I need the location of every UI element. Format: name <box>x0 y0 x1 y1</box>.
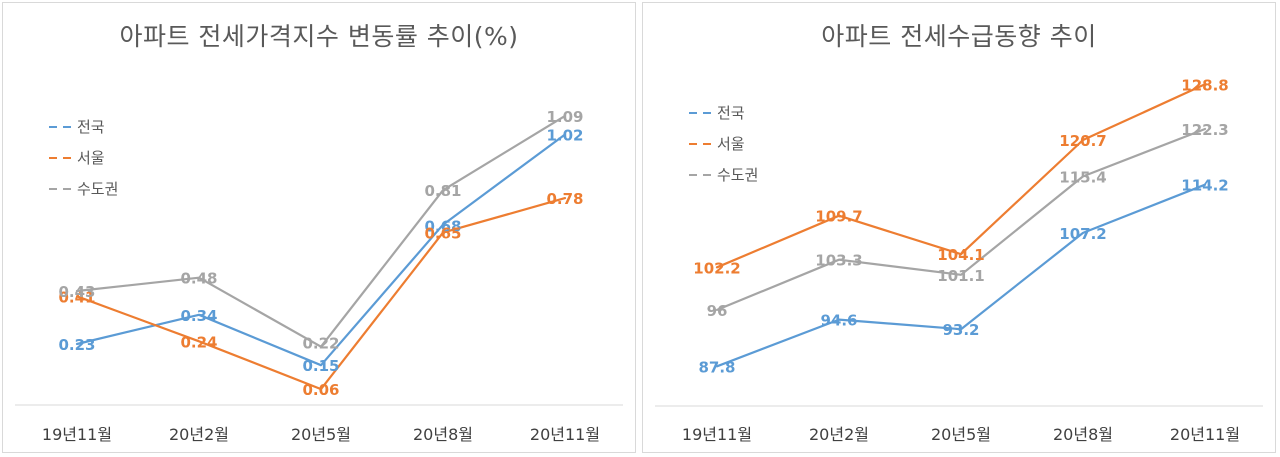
series-line-national <box>715 183 1207 368</box>
chart-title: 아파트 전세가격지수 변동률 추이(%) <box>119 22 519 51</box>
legend-key-national <box>49 125 75 128</box>
data-label-national: 0.23 <box>58 336 95 354</box>
legend-key-capital-area <box>689 173 715 176</box>
data-label-capital-area: 96 <box>707 302 728 320</box>
legend-key-seoul <box>689 142 715 145</box>
chart-legend: 전국 서울 수도권 <box>689 97 758 190</box>
data-label-capital-area: 1.09 <box>546 108 583 126</box>
data-label-seoul: 102.2 <box>693 259 740 277</box>
legend-label: 수도권 <box>77 180 119 198</box>
legend-label: 전국 <box>717 104 745 122</box>
data-label-seoul: 120.7 <box>1059 132 1106 150</box>
legend-item-seoul: 서울 <box>49 142 118 173</box>
data-label-seoul: 0.65 <box>424 225 461 243</box>
data-label-national: 114.2 <box>1181 177 1228 195</box>
series-line-seoul <box>75 197 567 391</box>
data-label-capital-area: 103.3 <box>815 252 862 270</box>
x-tick-label: 20년8월 <box>1053 425 1113 444</box>
line-chart-plot: 19년11월 20년2월 20년5월 20년8월 20년11월 87.8 94.6 93.2 1… <box>655 76 1263 444</box>
data-label-seoul: 0.06 <box>302 381 339 399</box>
legend-label: 수도권 <box>717 166 759 184</box>
legend-item-national: 전국 <box>49 111 118 142</box>
series-line-capital-area <box>715 127 1207 311</box>
data-label-national: 0.15 <box>302 357 339 375</box>
data-label-capital-area: 0.48 <box>180 270 217 288</box>
x-tick-label: 20년2월 <box>169 425 229 444</box>
data-label-seoul: 0.24 <box>180 333 217 351</box>
series-line-seoul <box>715 83 1207 269</box>
chart-title: 아파트 전세수급동향 추이 <box>821 22 1097 51</box>
chart-panel-jeonse-supply-demand: 아파트 전세수급동향 추이 전국 서울 수도권 19년11월 20년2월 20년5월… <box>642 2 1276 453</box>
data-label-national: 93.2 <box>942 321 979 339</box>
x-tick-label: 19년11월 <box>42 425 112 444</box>
data-label-seoul: 109.7 <box>815 208 862 226</box>
data-label-national: 0.68 <box>424 218 461 236</box>
legend-item-capital-area: 수도권 <box>689 159 758 190</box>
x-tick-label: 20년11월 <box>1170 425 1240 444</box>
data-label-seoul: 0.41 <box>58 288 95 306</box>
x-tick-label: 20년8월 <box>413 425 473 444</box>
data-label-national: 107.2 <box>1059 225 1106 243</box>
x-tick-label: 19년11월 <box>682 425 752 444</box>
legend-label: 서울 <box>717 135 745 153</box>
legend-label: 서울 <box>77 149 105 167</box>
data-label-seoul: 0.78 <box>546 190 583 208</box>
legend-key-national <box>689 111 715 114</box>
data-label-capital-area: 115.4 <box>1059 168 1106 186</box>
x-tick-label: 20년2월 <box>809 425 869 444</box>
series-line-capital-area <box>75 114 567 348</box>
chart-panel-jeonse-price-index: 아파트 전세가격지수 변동률 추이(%) 전국 서울 수도권 19년11월 20년… <box>2 2 636 453</box>
data-label-capital-area: 101.1 <box>937 267 984 285</box>
data-label-national: 1.02 <box>546 126 583 144</box>
legend-item-capital-area: 수도권 <box>49 173 118 204</box>
x-tick-label: 20년5월 <box>931 425 991 444</box>
legend-label: 전국 <box>77 118 105 136</box>
legend-item-seoul: 서울 <box>689 128 758 159</box>
data-label-capital-area: 0.81 <box>424 182 461 200</box>
data-label-capital-area: 122.3 <box>1181 121 1228 139</box>
data-label-seoul: 104.1 <box>937 246 984 264</box>
data-label-seoul: 128.8 <box>1181 76 1228 94</box>
data-label-national: 87.8 <box>698 358 735 376</box>
series-line-national <box>75 133 567 367</box>
x-tick-label: 20년5월 <box>291 425 351 444</box>
data-label-national: 94.6 <box>820 312 857 330</box>
data-label-national: 0.34 <box>180 307 217 325</box>
chart-legend: 전국 서울 수도권 <box>49 111 118 204</box>
legend-item-national: 전국 <box>689 97 758 128</box>
data-label-capital-area: 0.22 <box>302 335 339 353</box>
legend-key-seoul <box>49 156 75 159</box>
legend-key-capital-area <box>49 187 75 190</box>
data-label-capital-area: 0.43 <box>58 283 95 301</box>
line-chart-plot: 19년11월 20년2월 20년5월 20년8월 20년11월 0.23 0.34 0.15 0… <box>15 108 623 444</box>
x-tick-label: 20년11월 <box>530 425 600 444</box>
